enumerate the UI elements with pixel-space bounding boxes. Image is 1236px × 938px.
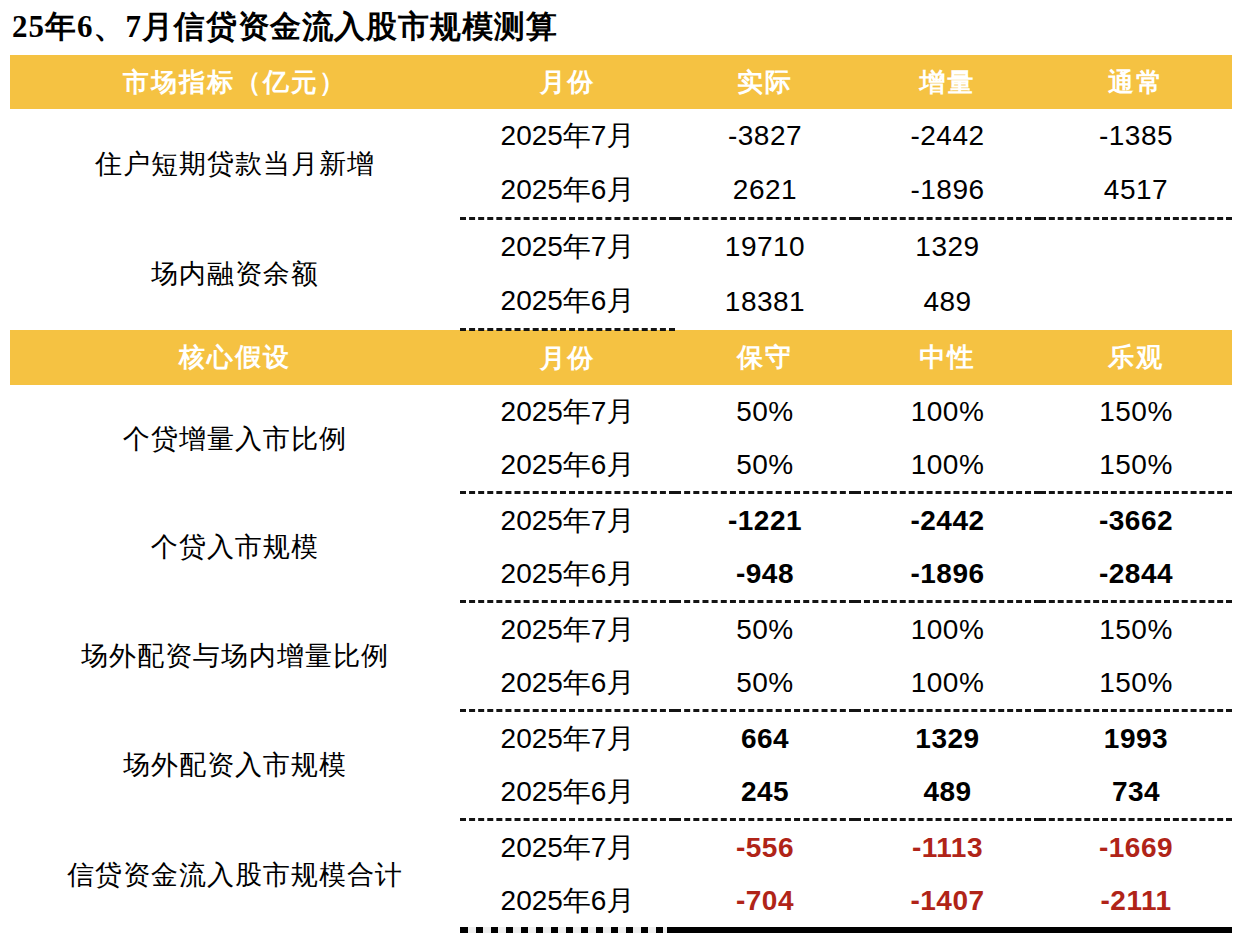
value-cell: -1221 — [675, 493, 855, 548]
value-cell: 50% — [675, 438, 855, 493]
column-header-month: 月份 — [460, 330, 675, 386]
dashed-line-segment — [468, 927, 667, 933]
market-indicator-header-row: 市场指标（亿元） 月份 实际 增量 通常 — [10, 55, 1232, 109]
value-cell: -1407 — [855, 874, 1040, 930]
value-cell: -3827 — [675, 109, 855, 163]
value-cell — [1040, 219, 1232, 275]
value-cell: -1896 — [855, 163, 1040, 219]
row-label-loan-inflow-ratio: 个贷增量入市比例 — [10, 385, 460, 493]
value-cell: -1113 — [855, 820, 1040, 875]
value-cell: 664 — [675, 711, 855, 766]
value-cell: 100% — [855, 438, 1040, 493]
value-cell: 18381 — [675, 274, 855, 330]
column-header-conservative: 保守 — [675, 330, 855, 386]
value-cell: -2111 — [1040, 874, 1232, 930]
month-cell: 2025年7月 — [460, 602, 675, 657]
row-label-loan-inflow-scale: 个贷入市规模 — [10, 493, 460, 602]
value-cell: -3662 — [1040, 493, 1232, 548]
value-cell: 100% — [855, 602, 1040, 657]
value-cell: 100% — [855, 385, 1040, 438]
value-cell: -1669 — [1040, 820, 1232, 875]
value-cell: 50% — [675, 656, 855, 711]
value-cell: -2442 — [855, 109, 1040, 163]
table-row: 个贷入市规模 2025年7月 -1221 -2442 -3662 — [10, 493, 1232, 548]
table-row: 场外配资与场内增量比例 2025年7月 50% 100% 150% — [10, 602, 1232, 657]
column-header-actual: 实际 — [675, 55, 855, 109]
row-label-margin-balance: 场内融资余额 — [10, 219, 460, 330]
value-cell: -2844 — [1040, 547, 1232, 602]
value-cell: -1896 — [855, 547, 1040, 602]
column-header-neutral: 中性 — [855, 330, 1040, 386]
value-cell: 1329 — [855, 711, 1040, 766]
value-cell: -1385 — [1040, 109, 1232, 163]
value-cell: 4517 — [1040, 163, 1232, 219]
month-cell: 2025年7月 — [460, 820, 675, 875]
column-header-month: 月份 — [460, 55, 675, 109]
month-cell: 2025年7月 — [460, 109, 675, 163]
value-cell: 150% — [1040, 385, 1232, 438]
value-cell: -2442 — [855, 493, 1040, 548]
month-cell: 2025年6月 — [460, 163, 675, 219]
table-row: 场内融资余额 2025年7月 19710 1329 — [10, 219, 1232, 275]
value-cell: 150% — [1040, 602, 1232, 657]
month-cell: 2025年6月 — [460, 656, 675, 711]
row-label-household-loans: 住户短期贷款当月新增 — [10, 109, 460, 219]
value-cell: 150% — [1040, 656, 1232, 711]
column-header-optimistic: 乐观 — [1040, 330, 1232, 386]
row-label-otc-scale: 场外配资入市规模 — [10, 711, 460, 820]
value-cell: 489 — [855, 765, 1040, 820]
value-cell: 100% — [855, 656, 1040, 711]
month-cell: 2025年6月 — [460, 765, 675, 820]
value-cell: 2621 — [675, 163, 855, 219]
report-table-figure: 25年6、7月信贷资金流入股市规模测算 市场指标（亿元） 月份 实际 增量 通常… — [0, 0, 1236, 938]
page-title: 25年6、7月信贷资金流入股市规模测算 — [12, 8, 1232, 45]
month-cell: 2025年7月 — [460, 219, 675, 275]
month-text: 2025年6月 — [501, 885, 635, 916]
table-row: 住户短期贷款当月新增 2025年7月 -3827 -2442 -1385 — [10, 109, 1232, 163]
value-cell: 150% — [1040, 438, 1232, 493]
core-assumption-header-row: 核心假设 月份 保守 中性 乐观 — [10, 330, 1232, 386]
value-cell: 50% — [675, 602, 855, 657]
row-label-otc-ratio: 场外配资与场内增量比例 — [10, 602, 460, 711]
row-label-total-inflow: 信贷资金流入股市规模合计 — [10, 820, 460, 931]
value-cell: 245 — [675, 765, 855, 820]
month-cell: 2025年7月 — [460, 493, 675, 548]
value-cell: 19710 — [675, 219, 855, 275]
column-header-assumption: 核心假设 — [10, 330, 460, 386]
credit-funds-table: 市场指标（亿元） 月份 实际 增量 通常 住户短期贷款当月新增 2025年7月 … — [10, 55, 1232, 933]
column-header-increment: 增量 — [855, 55, 1040, 109]
table-row: 信贷资金流入股市规模合计 2025年7月 -556 -1113 -1669 — [10, 820, 1232, 875]
value-cell: 1329 — [855, 219, 1040, 275]
value-cell: 1993 — [1040, 711, 1232, 766]
value-cell: 734 — [1040, 765, 1232, 820]
value-cell: 50% — [675, 385, 855, 438]
month-cell: 2025年7月 — [460, 711, 675, 766]
value-cell: -704 — [675, 874, 855, 930]
month-cell: 2025年6月 — [460, 438, 675, 493]
value-cell: 489 — [855, 274, 1040, 330]
month-cell: 2025年6月 — [460, 547, 675, 602]
month-cell: 2025年6月 — [460, 274, 675, 330]
column-header-indicator: 市场指标（亿元） — [10, 55, 460, 109]
table-row: 场外配资入市规模 2025年7月 664 1329 1993 — [10, 711, 1232, 766]
column-header-usual: 通常 — [1040, 55, 1232, 109]
value-cell: -556 — [675, 820, 855, 875]
value-cell — [1040, 274, 1232, 330]
month-cell: 2025年7月 — [460, 385, 675, 438]
month-cell: 2025年6月 — [460, 874, 675, 930]
value-cell: -948 — [675, 547, 855, 602]
table-row: 个贷增量入市比例 2025年7月 50% 100% 150% — [10, 385, 1232, 438]
